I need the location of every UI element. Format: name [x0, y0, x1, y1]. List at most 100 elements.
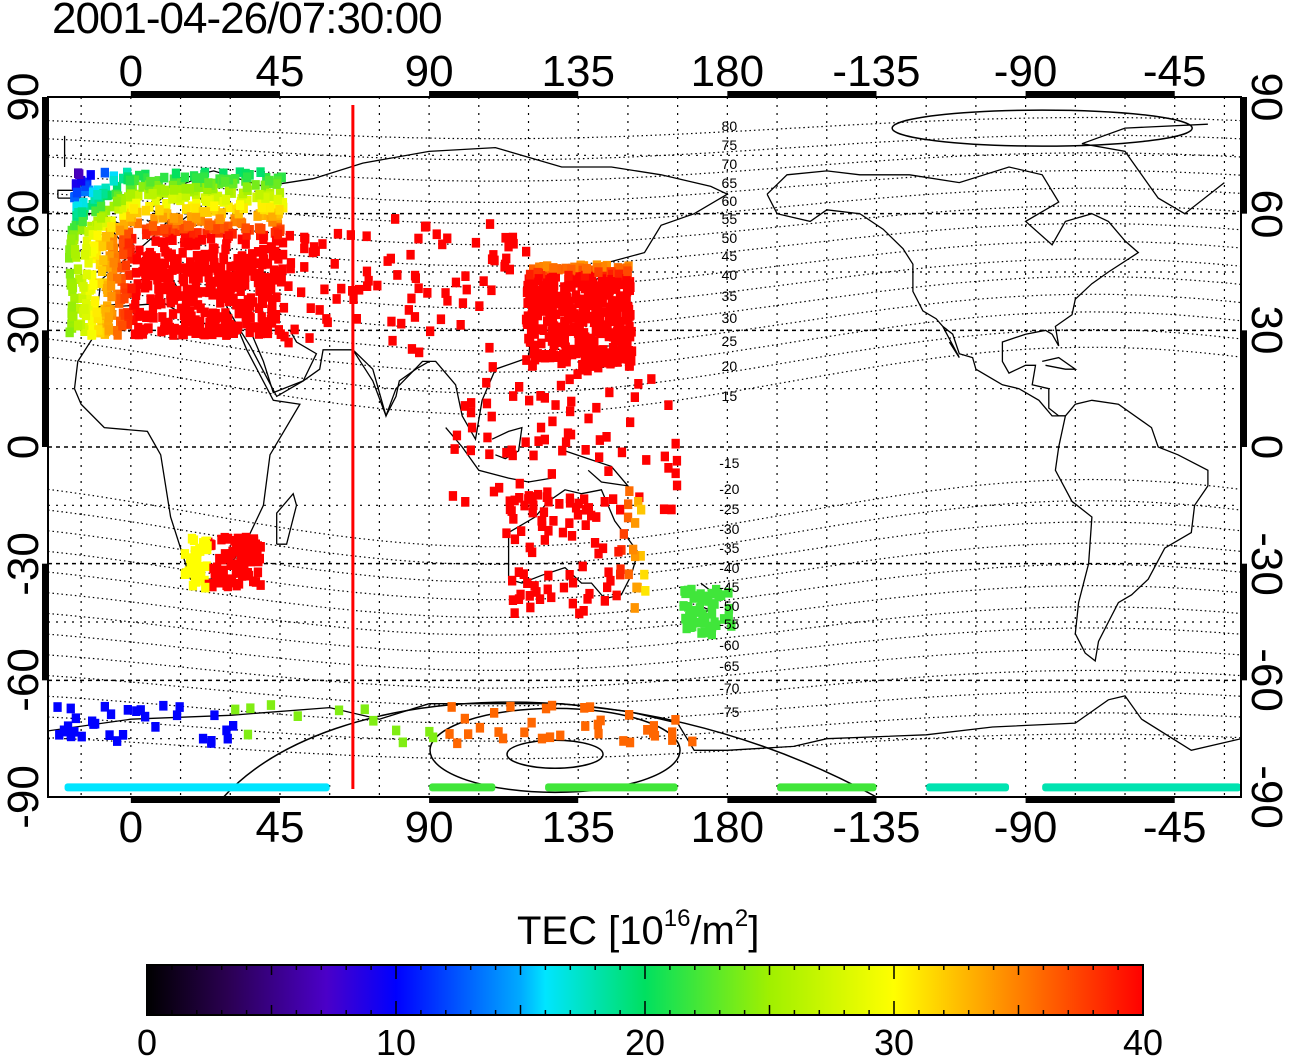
tec-cell: [536, 422, 546, 433]
tec-cell: [124, 310, 133, 320]
contour-label: -60: [719, 637, 740, 653]
tec-cell: [175, 702, 184, 712]
tec-cell: [183, 326, 193, 336]
tec-cell: [221, 244, 230, 255]
tec-cell: [199, 173, 208, 183]
top-lon-tick: -90: [993, 47, 1058, 96]
tec-cell: [625, 737, 635, 748]
tec-cell: [101, 231, 111, 242]
tec-cell: [528, 323, 537, 333]
tec-cell: [255, 268, 264, 279]
tec-cell: [629, 544, 638, 555]
tec-cell: [530, 354, 540, 365]
tec-cell: [119, 210, 128, 221]
top-lon-tick: 180: [690, 47, 765, 96]
tec-cell: [185, 183, 194, 194]
tec-cell: [549, 516, 558, 526]
tec-cell: [182, 292, 191, 303]
tec-cell: [79, 197, 88, 208]
tec-cell: [190, 571, 200, 581]
tec-cell: [525, 285, 535, 295]
tec-cell: [537, 521, 547, 531]
tec-cell: [94, 325, 103, 335]
tec-cell: [236, 552, 245, 562]
tec-cell: [529, 450, 538, 461]
tec-cell: [580, 296, 590, 307]
tec-cell: [210, 263, 220, 273]
frame-bar-left: [42, 330, 48, 447]
tec-cell: [555, 499, 564, 509]
tec-cell: [251, 548, 261, 558]
bottom-lon-tick: 135: [541, 803, 615, 852]
tec-cell: [168, 309, 178, 319]
tec-cell: [510, 495, 519, 506]
tec-cell: [515, 382, 524, 392]
tec-cell: [415, 347, 424, 358]
tec-cell: [139, 257, 148, 268]
tec-cell: [575, 608, 584, 619]
tec-cell: [214, 268, 223, 279]
tec-cell: [240, 277, 249, 288]
coastline: [766, 166, 1140, 417]
tec-cell: [251, 577, 261, 587]
tec-cell: [65, 327, 74, 338]
tec-cell: [200, 266, 209, 277]
tec-cell: [613, 277, 622, 288]
tec-cell: [179, 310, 189, 321]
tec-cell: [152, 253, 161, 263]
tec-cell: [530, 290, 539, 301]
tec-polar-band: [545, 783, 678, 792]
tec-cell: [436, 314, 446, 325]
tec-cell: [488, 362, 497, 372]
tec-cell: [237, 194, 246, 204]
tec-cell: [543, 584, 552, 595]
tec-cell: [523, 311, 532, 322]
tec-cell: [160, 185, 170, 196]
tec-cell: [191, 328, 200, 338]
tec-cell: [542, 492, 551, 502]
tec-cell: [388, 335, 397, 346]
tec-cell: [228, 546, 237, 557]
tec-cell: [510, 608, 519, 618]
tec-cell: [160, 242, 169, 253]
mlat-contour: [48, 585, 1241, 636]
tec-cell: [404, 305, 413, 315]
tec-cell: [119, 219, 129, 230]
tec-cell: [462, 284, 471, 295]
tec-cell: [82, 299, 91, 309]
tec-cell: [146, 294, 155, 304]
tec-cell: [573, 328, 583, 338]
frame-bar-right: [1241, 97, 1247, 214]
tec-cell: [551, 400, 560, 410]
tec-cell: [558, 445, 567, 456]
tec-cell: [530, 581, 539, 591]
tec-cell: [509, 391, 518, 401]
tec-cell: [178, 248, 187, 258]
tec-cell: [169, 295, 179, 305]
tec-cell: [180, 232, 190, 243]
tec-cell: [560, 317, 569, 327]
tec-cell: [151, 196, 160, 206]
tec-cell: [565, 518, 574, 528]
tec-cell: [180, 172, 189, 183]
tec-cell: [561, 437, 571, 448]
tec-cell: [565, 374, 574, 385]
tec-cell: [214, 323, 223, 334]
tec-cell: [91, 296, 100, 306]
tec-cell: [581, 721, 590, 731]
south-pole-contour-outer: [223, 701, 877, 797]
tec-cell: [612, 297, 621, 307]
tec-cell: [229, 293, 238, 304]
tec-cell: [597, 356, 607, 366]
tec-cell: [508, 232, 518, 243]
tec-cell: [223, 733, 232, 744]
tec-cell: [627, 346, 637, 357]
tec-cell: [271, 313, 280, 324]
mlat-contour: [48, 116, 1241, 140]
tec-cell: [515, 493, 524, 503]
tec-cell: [158, 312, 167, 322]
tec-cell: [548, 300, 557, 311]
tec-cell: [490, 708, 499, 718]
tec-cell: [190, 576, 200, 587]
tec-cell: [258, 254, 268, 265]
